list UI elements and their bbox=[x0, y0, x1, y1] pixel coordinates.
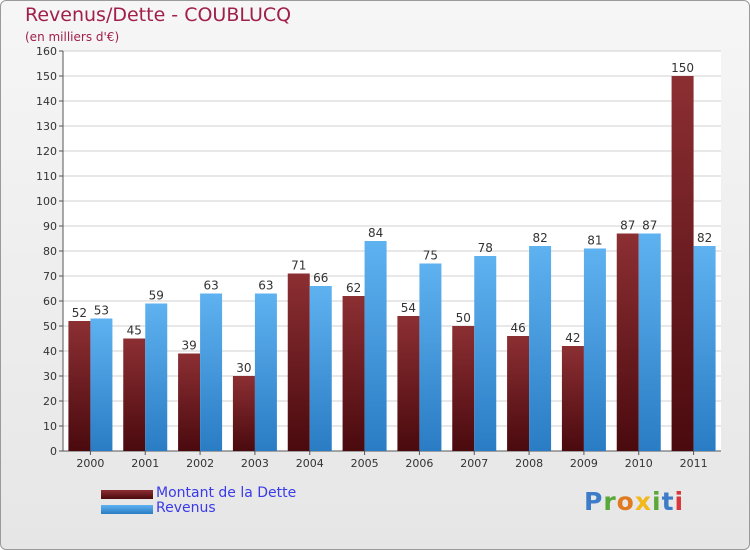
x-tick-label: 2008 bbox=[515, 457, 543, 470]
logo-letter: i bbox=[674, 487, 685, 516]
bar-dette bbox=[68, 321, 91, 451]
logo-letter: P bbox=[584, 487, 604, 516]
value-label-revenus: 59 bbox=[149, 289, 164, 303]
y-tick-label: 110 bbox=[36, 170, 57, 183]
value-label-dette: 30 bbox=[236, 361, 251, 375]
bar-revenus bbox=[529, 246, 552, 451]
y-tick-label: 10 bbox=[43, 420, 57, 433]
bar-revenus bbox=[364, 241, 387, 451]
bar-dette bbox=[232, 376, 255, 451]
y-tick-label: 70 bbox=[43, 270, 57, 283]
proxiti-logo: Proxiti bbox=[584, 487, 684, 516]
y-tick-label: 40 bbox=[43, 345, 57, 358]
x-tick-label: 2007 bbox=[460, 457, 488, 470]
bar-dette bbox=[342, 296, 365, 451]
y-tick-label: 80 bbox=[43, 245, 57, 258]
bar-dette bbox=[671, 76, 694, 451]
bar-dette bbox=[178, 353, 201, 451]
bar-revenus bbox=[309, 286, 332, 451]
bar-dette bbox=[561, 346, 584, 451]
y-tick-label: 60 bbox=[43, 295, 57, 308]
value-label-revenus: 63 bbox=[203, 279, 218, 293]
value-label-revenus: 87 bbox=[642, 219, 657, 233]
y-tick-label: 140 bbox=[36, 95, 57, 108]
x-tick-label: 2004 bbox=[296, 457, 324, 470]
bar-dette bbox=[507, 336, 530, 451]
bar-dette bbox=[397, 316, 420, 451]
value-label-revenus: 75 bbox=[423, 249, 438, 263]
x-tick-label: 2006 bbox=[405, 457, 433, 470]
value-label-revenus: 82 bbox=[532, 231, 547, 245]
legend-swatch-revenus bbox=[101, 505, 153, 514]
legend-label-revenus: Revenus bbox=[156, 500, 216, 516]
bar-revenus bbox=[200, 293, 223, 451]
bar-dette bbox=[616, 233, 639, 451]
value-label-dette: 54 bbox=[401, 301, 416, 315]
logo-letter: o bbox=[616, 487, 635, 516]
y-tick-label: 160 bbox=[36, 45, 57, 58]
x-tick-label: 2005 bbox=[351, 457, 379, 470]
bar-revenus bbox=[419, 263, 442, 451]
y-tick-label: 90 bbox=[43, 220, 57, 233]
value-label-revenus: 84 bbox=[368, 226, 383, 240]
x-tick-label: 2002 bbox=[186, 457, 214, 470]
value-label-dette: 150 bbox=[671, 61, 694, 75]
bar-revenus bbox=[693, 246, 716, 451]
chart-title: Revenus/Dette - COUBLUCQ bbox=[25, 4, 292, 26]
logo-letter: x bbox=[634, 487, 652, 516]
value-label-dette: 45 bbox=[127, 324, 142, 338]
y-tick-label: 100 bbox=[36, 195, 57, 208]
x-tick-label: 2011 bbox=[680, 457, 708, 470]
legend-swatch-dette bbox=[101, 490, 153, 499]
y-tick-label: 130 bbox=[36, 120, 57, 133]
x-tick-label: 2000 bbox=[76, 457, 104, 470]
x-tick-label: 2003 bbox=[241, 457, 269, 470]
value-label-dette: 42 bbox=[565, 331, 580, 345]
value-label-revenus: 78 bbox=[478, 241, 493, 255]
chart-subtitle: (en milliers d'€) bbox=[25, 30, 120, 44]
value-label-revenus: 66 bbox=[313, 271, 328, 285]
bar-revenus bbox=[254, 293, 277, 451]
y-tick-label: 20 bbox=[43, 395, 57, 408]
value-label-dette: 52 bbox=[72, 306, 87, 320]
legend-label-dette: Montant de la Dette bbox=[156, 485, 297, 501]
y-tick-label: 50 bbox=[43, 320, 57, 333]
value-label-revenus: 82 bbox=[697, 231, 712, 245]
bar-dette bbox=[452, 326, 475, 451]
x-tick-label: 2009 bbox=[570, 457, 598, 470]
y-tick-label: 30 bbox=[43, 370, 57, 383]
value-label-revenus: 81 bbox=[587, 234, 602, 248]
logo-letter: r bbox=[603, 487, 617, 516]
bar-revenus bbox=[638, 233, 661, 451]
value-label-dette: 50 bbox=[456, 311, 471, 325]
bar-revenus bbox=[583, 248, 606, 451]
value-label-dette: 71 bbox=[291, 259, 306, 273]
value-label-dette: 87 bbox=[620, 219, 635, 233]
logo-letter: i bbox=[652, 487, 662, 516]
value-label-dette: 39 bbox=[181, 339, 196, 353]
y-tick-label: 120 bbox=[36, 145, 57, 158]
value-label-dette: 62 bbox=[346, 281, 361, 295]
logo-letter: t bbox=[661, 487, 675, 516]
bar-dette bbox=[123, 338, 146, 451]
bar-revenus bbox=[474, 256, 497, 451]
x-tick-label: 2010 bbox=[625, 457, 653, 470]
x-tick-label: 2001 bbox=[131, 457, 159, 470]
bar-revenus bbox=[145, 303, 168, 451]
value-label-dette: 46 bbox=[510, 321, 525, 335]
y-tick-label: 0 bbox=[50, 445, 57, 458]
bar-dette bbox=[287, 273, 310, 451]
y-tick-label: 150 bbox=[36, 70, 57, 83]
value-label-revenus: 53 bbox=[94, 304, 109, 318]
value-label-revenus: 63 bbox=[258, 279, 273, 293]
bar-revenus bbox=[90, 318, 113, 451]
